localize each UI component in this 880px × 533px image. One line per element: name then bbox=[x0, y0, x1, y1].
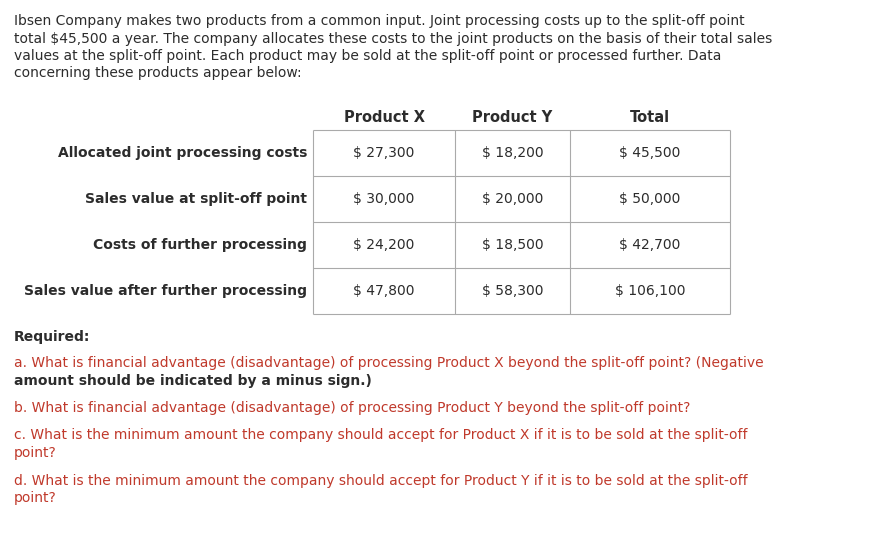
Text: Ibsen Company makes two products from a common input. Joint processing costs up : Ibsen Company makes two products from a … bbox=[14, 14, 744, 28]
Text: point?: point? bbox=[14, 446, 56, 460]
Text: $ 24,200: $ 24,200 bbox=[353, 238, 414, 252]
Text: Costs of further processing: Costs of further processing bbox=[93, 238, 307, 252]
Text: $ 45,500: $ 45,500 bbox=[620, 146, 681, 160]
Text: $ 106,100: $ 106,100 bbox=[615, 284, 686, 298]
Text: $ 50,000: $ 50,000 bbox=[620, 192, 681, 206]
Text: $ 18,200: $ 18,200 bbox=[481, 146, 543, 160]
Text: Required:: Required: bbox=[14, 330, 91, 344]
Text: b. What is financial advantage (disadvantage) of processing Product Y beyond the: b. What is financial advantage (disadvan… bbox=[14, 401, 691, 415]
Text: $ 42,700: $ 42,700 bbox=[620, 238, 681, 252]
Text: $ 30,000: $ 30,000 bbox=[353, 192, 414, 206]
Text: Sales value after further processing: Sales value after further processing bbox=[24, 284, 307, 298]
Text: $ 27,300: $ 27,300 bbox=[353, 146, 414, 160]
Text: Allocated joint processing costs: Allocated joint processing costs bbox=[57, 146, 307, 160]
Text: $ 47,800: $ 47,800 bbox=[353, 284, 414, 298]
Text: $ 20,000: $ 20,000 bbox=[482, 192, 543, 206]
Text: $ 18,500: $ 18,500 bbox=[481, 238, 543, 252]
Text: Sales value at split-off point: Sales value at split-off point bbox=[85, 192, 307, 206]
Text: a. What is financial advantage (disadvantage) of processing Product X beyond the: a. What is financial advantage (disadvan… bbox=[14, 356, 764, 370]
Text: $ 58,300: $ 58,300 bbox=[481, 284, 543, 298]
Text: amount should be indicated by a minus sign.): amount should be indicated by a minus si… bbox=[14, 374, 372, 387]
Text: d. What is the minimum amount the company should accept for Product Y if it is t: d. What is the minimum amount the compan… bbox=[14, 473, 748, 488]
Text: Product Y: Product Y bbox=[472, 110, 552, 125]
Text: total $45,500 a year. The company allocates these costs to the joint products on: total $45,500 a year. The company alloca… bbox=[14, 31, 773, 45]
Text: point?: point? bbox=[14, 491, 56, 505]
Text: Product X: Product X bbox=[343, 110, 424, 125]
Text: c. What is the minimum amount the company should accept for Product X if it is t: c. What is the minimum amount the compan… bbox=[14, 429, 747, 442]
Text: Total: Total bbox=[630, 110, 670, 125]
Text: concerning these products appear below:: concerning these products appear below: bbox=[14, 67, 302, 80]
Text: values at the split-off point. Each product may be sold at the split-off point o: values at the split-off point. Each prod… bbox=[14, 49, 722, 63]
